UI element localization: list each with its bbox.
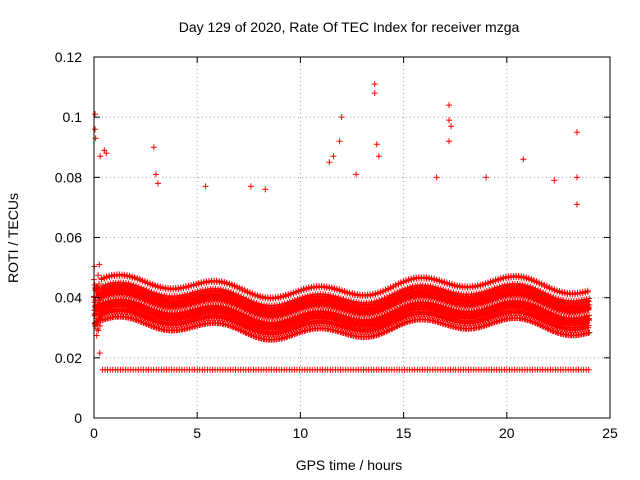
data-point [96,322,103,329]
data-point [143,286,150,293]
data-point [95,272,102,279]
data-point [230,289,237,296]
data-point [95,327,102,334]
data-point [96,350,103,357]
data-point [93,332,100,339]
data-point [235,292,242,299]
data-point [138,284,145,291]
data-point [240,294,247,301]
data-point [94,321,101,328]
data-point [95,280,102,287]
data-point [96,261,103,268]
data-point [245,296,252,303]
